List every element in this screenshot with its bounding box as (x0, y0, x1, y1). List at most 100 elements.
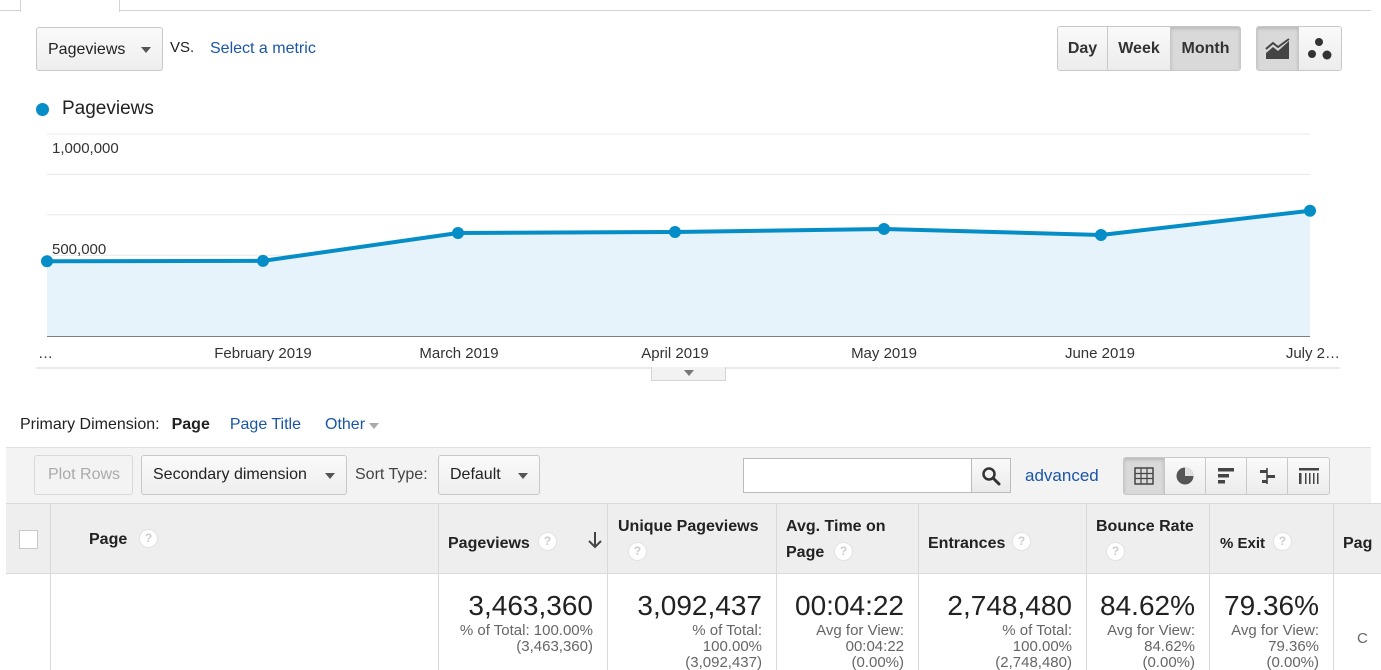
totals-page-value: C (1333, 574, 1381, 670)
totals-page-cell (50, 574, 438, 670)
help-icon[interactable]: ? (1273, 532, 1292, 551)
totals-pageviews: 3,463,360 % of Total: 100.00% (3,463,360… (438, 574, 607, 670)
legend-swatch (36, 102, 49, 116)
totals-avg-time-label: Avg for View: (816, 622, 904, 639)
table-header: Page ? Pageviews ? Unique Pageviews ? Av… (6, 503, 1381, 574)
totals-avg-time: 00:04:22 Avg for View: 00:04:22 (0.00%) (776, 574, 918, 670)
x-axis-ticks: … February 2019 March 2019 April 2019 May 20… (38, 345, 1340, 362)
col-page-label: Page (89, 531, 128, 548)
series-area (47, 210, 1310, 336)
select-metric-link[interactable]: Select a metric (210, 40, 316, 57)
col-avg-time-header[interactable]: Avg. Time on Page ? (776, 504, 918, 574)
col-exit-header[interactable]: % Exit ? (1209, 504, 1333, 574)
col-page-value-header[interactable]: Pag (1333, 504, 1381, 574)
chevron-down-icon (684, 370, 694, 376)
chevron-down-icon (325, 473, 335, 479)
chart-type-toggle (1256, 26, 1342, 71)
totals-bounce-rate-label: Avg for View: (1107, 622, 1195, 639)
totals-avg-time-value: 00:04:22 (795, 590, 904, 621)
help-icon[interactable]: ? (538, 532, 557, 551)
period-month-button[interactable]: Month (1171, 27, 1240, 70)
sort-type-label: Sort Type: (355, 466, 428, 483)
totals-bounce-rate-diff: (0.00%) (1142, 654, 1195, 670)
col-exit-label: % Exit (1220, 535, 1266, 552)
period-week-button[interactable]: Week (1108, 27, 1171, 70)
x-tick-label: May 2019 (851, 345, 917, 362)
col-entrances-header[interactable]: Entrances ? (918, 504, 1086, 574)
col-avg-time-label-2: Page (786, 544, 825, 561)
col-avg-time-label-1: Avg. Time on (786, 518, 886, 535)
help-icon[interactable]: ? (834, 542, 853, 561)
pivot-view-button[interactable] (1288, 458, 1329, 494)
totals-checkbox-cell (6, 574, 50, 670)
pie-chart-icon (1176, 467, 1194, 485)
legend-label: Pageviews (62, 98, 154, 119)
help-icon[interactable]: ? (1106, 542, 1125, 561)
dimension-other[interactable]: Other (325, 416, 380, 434)
plot-rows-button[interactable]: Plot Rows (34, 455, 133, 495)
col-unique-pageviews-header[interactable]: Unique Pageviews ? (607, 504, 776, 574)
dimension-page-title[interactable]: Page Title (229, 416, 301, 433)
totals-entrances-total: (2,748,480) (995, 654, 1072, 670)
help-icon[interactable]: ? (628, 542, 647, 561)
comparison-view-button[interactable] (1247, 458, 1288, 494)
search-button[interactable] (971, 458, 1011, 493)
tab-explorer[interactable] (20, 0, 120, 12)
vs-label: VS. (170, 39, 195, 56)
data-view-button[interactable] (1124, 458, 1165, 494)
table-search-input[interactable] (743, 458, 972, 493)
help-icon[interactable]: ? (1012, 532, 1031, 551)
sort-descending-icon (588, 532, 602, 549)
advanced-filter-link[interactable]: advanced (1025, 466, 1099, 485)
dimension-page[interactable]: Page (171, 416, 210, 433)
select-all-checkbox[interactable] (19, 530, 38, 549)
totals-bounce-rate-value: 84.62% (1100, 590, 1195, 621)
col-page-value-label: Pag (1343, 535, 1373, 552)
primary-metric-select[interactable]: Pageviews (36, 27, 163, 71)
chevron-down-icon (518, 473, 528, 479)
line-chart-button[interactable] (1257, 27, 1299, 70)
x-tick-label: April 2019 (641, 345, 709, 362)
pie-view-button[interactable] (1165, 458, 1206, 494)
totals-pageviews-pct: % of Total: 100.00% (459, 622, 593, 639)
period-day-button[interactable]: Day (1058, 27, 1108, 70)
y-axis-ticks: 1,000,000 500,000 (52, 140, 119, 258)
chart-legend: Pageviews (36, 98, 154, 120)
x-tick-label: March 2019 (419, 345, 498, 362)
totals-unique-pageviews: 3,092,437 % of Total: 100.00% (3,092,437… (607, 574, 776, 670)
sort-type-select[interactable]: Default (438, 455, 540, 495)
table-view-toggle (1123, 457, 1330, 495)
x-tick-label: February 2019 (214, 345, 312, 362)
chevron-down-icon (141, 47, 151, 53)
col-bounce-rate-header[interactable]: Bounce Rate ? (1086, 504, 1209, 574)
data-point (878, 222, 890, 235)
totals-entrances: 2,748,480 % of Total: 100.00% (2,748,480… (918, 574, 1086, 670)
help-icon[interactable]: ? (139, 529, 158, 548)
dimension-other-label: Other (325, 416, 366, 433)
col-page-header[interactable]: Page ? (50, 504, 438, 574)
chart-area-layer (47, 210, 1310, 336)
data-point (1304, 204, 1316, 217)
explorer-table: Page ? Pageviews ? Unique Pageviews ? Av… (6, 503, 1381, 670)
secondary-dimension-select[interactable]: Secondary dimension (141, 455, 347, 495)
table-totals-row: 3,463,360 % of Total: 100.00% (3,463,360… (6, 574, 1381, 670)
col-bounce-rate-label: Bounce Rate (1096, 518, 1194, 535)
totals-unique-pageviews-total: (3,092,437) (685, 654, 762, 670)
chart-collapse-handle[interactable] (651, 367, 726, 381)
data-point (1095, 229, 1107, 241)
totals-pageviews-value: 3,463,360 (468, 590, 593, 621)
data-point (669, 225, 681, 238)
totals-exit-diff: (0.00%) (1266, 654, 1319, 670)
comparison-icon (1260, 468, 1275, 484)
pivot-table-icon (1298, 468, 1319, 484)
y-tick-label: 500,000 (52, 241, 106, 258)
totals-unique-pageviews-label: % of Total: (692, 622, 762, 639)
totals-unique-pageviews-pct: 100.00% (702, 638, 762, 655)
col-pageviews-header[interactable]: Pageviews ? (438, 504, 607, 574)
pageviews-chart: 1,000,000 500,000 … February 2019 March 201… (36, 133, 1340, 369)
totals-entrances-value: 2,748,480 (947, 590, 1072, 621)
totals-exit: 79.36% Avg for View: 79.36% (0.00%) (1209, 574, 1333, 670)
chevron-down-icon (369, 423, 380, 429)
motion-chart-button[interactable] (1299, 27, 1341, 70)
performance-view-button[interactable] (1206, 458, 1247, 494)
